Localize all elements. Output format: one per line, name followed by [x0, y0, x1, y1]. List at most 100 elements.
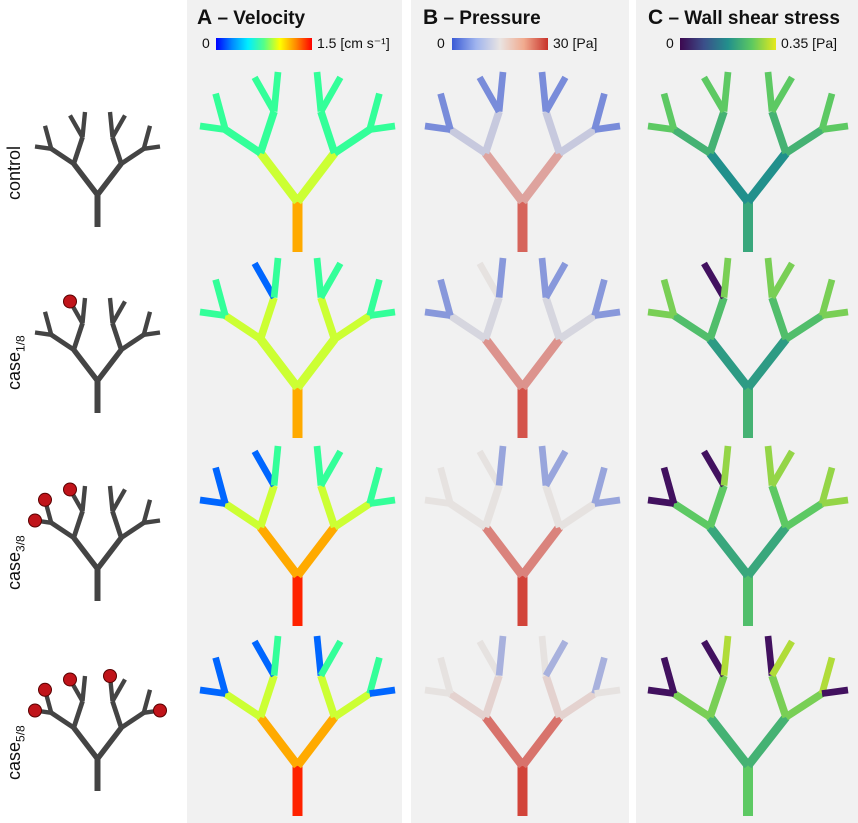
wss-field-branch [701, 449, 727, 488]
schematic-branch [107, 485, 115, 512]
pres-field-branch [481, 674, 503, 719]
wss-field-branch [706, 336, 752, 391]
vel-field-branch [199, 496, 226, 507]
pressure-colorbar [452, 38, 548, 50]
wss-field-branch [706, 110, 728, 155]
vel-field-branch [317, 261, 344, 300]
vel-field-branch [294, 524, 339, 579]
schematic-branch [71, 348, 100, 383]
pres-field-branch [424, 308, 451, 319]
velocity-colorbar [216, 38, 312, 50]
panel-c-letter: C [648, 6, 664, 29]
vel-field-branch [256, 674, 278, 719]
vel-field-branch [313, 71, 325, 112]
pres-field-branch [557, 500, 597, 531]
pres-field-branch [542, 449, 569, 488]
vel-field-branch [212, 466, 229, 505]
vel-field-branch [251, 639, 278, 678]
pres-field-branch [481, 296, 503, 341]
wss-field-branch [764, 257, 776, 298]
schematic-branch [119, 710, 146, 730]
vel-field-branch [332, 500, 372, 531]
schematic-branch [71, 726, 100, 761]
schematic-branch [71, 536, 100, 571]
pres-field-branch [495, 635, 507, 676]
pres-field-branch [594, 496, 621, 507]
schematic-branch [68, 114, 85, 139]
vel-field-branch [256, 714, 301, 769]
wss-field-branch [706, 524, 752, 579]
pres-field-branch [481, 484, 503, 529]
pres-field-branch [495, 71, 507, 112]
wss-field-branch [764, 71, 776, 112]
vel-field-branch [199, 686, 226, 697]
wss-field-branch [720, 257, 732, 298]
vel-field-branch [317, 75, 344, 114]
pres-field-branch [424, 496, 451, 507]
pres-field-branch [542, 484, 564, 529]
pres-field-branch [557, 312, 597, 343]
pres-field-branch [448, 500, 488, 531]
panel-b-title: B – Pressure [423, 6, 541, 30]
vel-field-branch [332, 126, 372, 157]
pres-field-branch [437, 278, 454, 317]
wss-field-branch [706, 714, 752, 769]
wss-field-branch [769, 449, 795, 488]
pres-field-branch [538, 445, 550, 486]
schematic-branch [107, 111, 115, 138]
wss-field-branch [660, 656, 678, 695]
schematic-branch [71, 700, 85, 729]
panel-a-title-text: – Velocity [217, 8, 306, 29]
vel-field-branch [317, 110, 339, 155]
wss-field-branch [744, 150, 790, 205]
schematic-branch [80, 297, 88, 324]
vel-field-branch [313, 257, 325, 298]
schematic-branch [80, 111, 88, 138]
wss-field-branch [647, 122, 675, 133]
wss-field-branch [701, 75, 727, 114]
schematic-branch [110, 510, 124, 539]
vel-field-branch [294, 714, 339, 769]
schematic-branch [141, 125, 153, 150]
wss-field-branch [647, 496, 675, 507]
schematic-branch [107, 297, 115, 324]
pres-field-branch [591, 656, 608, 695]
schematic-branch [80, 485, 88, 512]
wss-field-branch [720, 445, 732, 486]
wss-field-branch [701, 261, 727, 300]
schematic-branch [95, 726, 124, 761]
vel-field-branch [199, 122, 226, 133]
pres-field-branch [476, 75, 503, 114]
wss-field-branch [647, 308, 675, 319]
vel-field-branch [270, 635, 282, 676]
schematic-branch [49, 146, 76, 166]
pres-field-branch [476, 449, 503, 488]
panel-a-title: A – Velocity [197, 6, 305, 30]
wss-field-branch [768, 296, 790, 341]
schematic-branch [141, 689, 153, 714]
panel-c-title: C – Wall shear stress [648, 6, 840, 30]
pres-field-branch [481, 524, 526, 579]
pres-field-branch [542, 75, 569, 114]
pres-field-branch [538, 257, 550, 298]
pres-field-branch [591, 92, 608, 131]
schematic-branch [110, 678, 127, 703]
vel-field-branch [212, 278, 229, 317]
pres-field-branch [594, 122, 621, 133]
vel-field-branch [332, 312, 372, 343]
vel-field-branch [317, 484, 339, 529]
vel-field-branch [256, 336, 301, 391]
pres-field-branch [448, 126, 488, 157]
pres-field-branch [481, 150, 526, 205]
schematic-branch [119, 520, 146, 540]
wss-field-branch [706, 296, 728, 341]
pres-field-branch [448, 690, 488, 721]
wss-field-branch [706, 674, 728, 719]
vel-field-branch [317, 639, 344, 678]
pres-field-branch [481, 336, 526, 391]
schematic-branch [34, 144, 52, 151]
occlusion-marker [153, 703, 167, 718]
vel-field-branch [270, 71, 282, 112]
wss-field-branch [769, 261, 795, 300]
wss-field-branch [660, 92, 678, 131]
